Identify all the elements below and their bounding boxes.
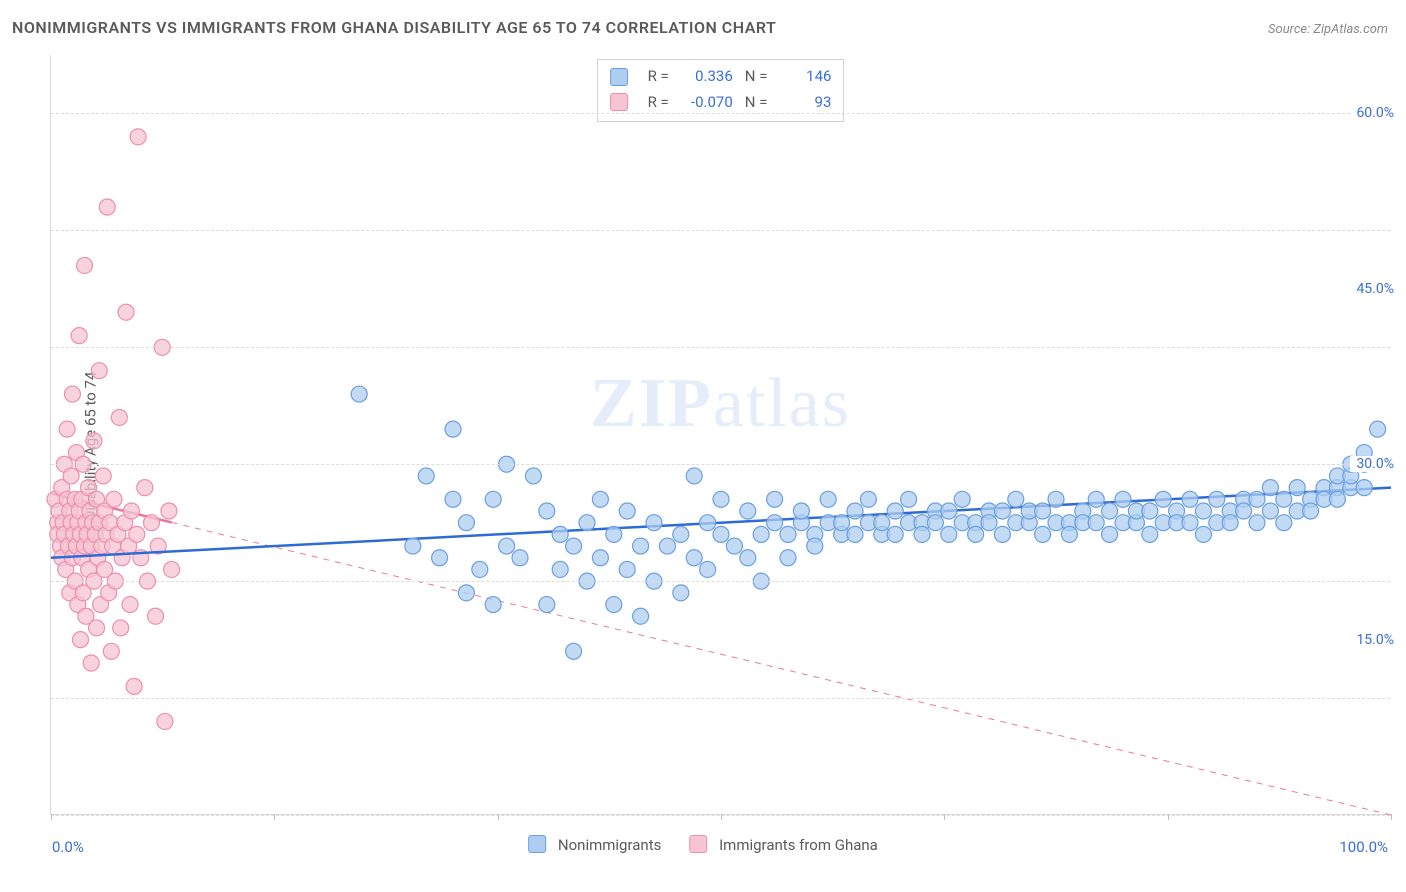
- y-tick-label: 45.0%: [1350, 281, 1394, 297]
- swatch-icon: [689, 835, 707, 853]
- stats-row: R = -0.070 N = 93: [610, 90, 832, 116]
- swatch-icon: [528, 835, 546, 853]
- x-axis-max-label: 100.0%: [1339, 838, 1388, 856]
- x-axis-min-label: 0.0%: [52, 838, 84, 856]
- plot-area: ZIPatlas R = 0.336 N = 146 R = -0.070 N …: [50, 55, 1390, 815]
- scatter-layer: [51, 55, 351, 205]
- legend-label: Nonimmigrants: [558, 836, 661, 854]
- r-value: 0.336: [681, 64, 733, 90]
- y-tick-label: 60.0%: [1350, 105, 1394, 121]
- source-attribution: Source: ZipAtlas.com: [1268, 22, 1388, 37]
- swatch-icon: [610, 68, 628, 86]
- chart-title: NONIMMIGRANTS VS IMMIGRANTS FROM GHANA D…: [12, 18, 776, 37]
- legend-item: Nonimmigrants: [528, 835, 661, 854]
- n-value: 93: [779, 90, 831, 116]
- stats-row: R = 0.336 N = 146: [610, 64, 832, 90]
- r-value: -0.070: [681, 90, 733, 116]
- legend-label: Immigrants from Ghana: [719, 836, 878, 854]
- y-tick-label: 15.0%: [1350, 632, 1394, 648]
- series-legend: Nonimmigrants Immigrants from Ghana: [528, 835, 878, 854]
- legend-item: Immigrants from Ghana: [689, 835, 877, 854]
- n-value: 146: [779, 64, 831, 90]
- chart-container: NONIMMIGRANTS VS IMMIGRANTS FROM GHANA D…: [0, 0, 1406, 892]
- watermark: ZIPatlas: [590, 364, 851, 444]
- swatch-icon: [610, 93, 628, 111]
- y-tick-label: 30.0%: [1350, 456, 1394, 472]
